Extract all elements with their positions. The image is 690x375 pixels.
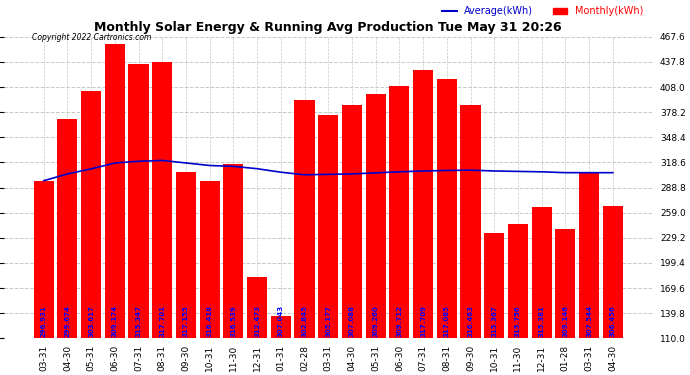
- Bar: [602, 206, 623, 338]
- Text: 317.709: 317.709: [420, 304, 426, 337]
- Bar: [508, 224, 528, 338]
- Bar: [413, 70, 433, 338]
- Bar: [555, 230, 575, 338]
- Bar: [318, 115, 338, 338]
- Bar: [389, 86, 409, 338]
- Text: 309.712: 309.712: [396, 305, 402, 337]
- Text: 309.174: 309.174: [112, 304, 118, 337]
- Text: 316.418: 316.418: [207, 304, 213, 337]
- Title: Monthly Solar Energy & Running Avg Production Tue May 31 20:26: Monthly Solar Energy & Running Avg Produ…: [95, 21, 562, 34]
- Text: 317.155: 317.155: [183, 305, 189, 337]
- Text: 315.347: 315.347: [135, 304, 141, 337]
- Bar: [531, 207, 552, 338]
- Bar: [105, 44, 125, 338]
- Text: 312.473: 312.473: [254, 304, 260, 337]
- Bar: [57, 119, 77, 338]
- Text: 302.845: 302.845: [302, 305, 308, 337]
- Bar: [224, 164, 244, 338]
- Text: 305.177: 305.177: [325, 305, 331, 337]
- Text: 315.381: 315.381: [539, 305, 544, 337]
- Text: 316.463: 316.463: [468, 305, 473, 337]
- Bar: [437, 80, 457, 338]
- Text: 307.088: 307.088: [349, 304, 355, 337]
- Bar: [34, 181, 54, 338]
- Text: 307.043: 307.043: [278, 304, 284, 337]
- Text: 316.539: 316.539: [230, 305, 237, 337]
- Bar: [460, 105, 481, 338]
- Bar: [342, 105, 362, 338]
- Bar: [295, 100, 315, 338]
- Bar: [270, 315, 291, 338]
- Bar: [176, 172, 196, 338]
- Bar: [81, 91, 101, 338]
- Bar: [484, 232, 504, 338]
- Bar: [152, 62, 172, 338]
- Text: 296.931: 296.931: [41, 305, 47, 337]
- Text: 306.456: 306.456: [610, 305, 615, 337]
- Text: 303.617: 303.617: [88, 305, 94, 337]
- Bar: [366, 94, 386, 338]
- Text: 315.367: 315.367: [491, 305, 497, 337]
- Legend: Average(kWh), Monthly(kWh): Average(kWh), Monthly(kWh): [438, 3, 647, 20]
- Bar: [247, 277, 267, 338]
- Bar: [199, 181, 219, 338]
- Bar: [579, 172, 599, 338]
- Text: 309.146: 309.146: [562, 304, 569, 337]
- Text: Copyright 2022 Cartronics.com: Copyright 2022 Cartronics.com: [32, 33, 151, 42]
- Bar: [128, 64, 148, 338]
- Text: 309.260: 309.260: [373, 305, 379, 337]
- Text: 307.544: 307.544: [586, 304, 592, 337]
- Text: 315.756: 315.756: [515, 305, 521, 337]
- Text: 317.701: 317.701: [159, 304, 166, 337]
- Text: 317.085: 317.085: [444, 305, 450, 337]
- Text: 299.674: 299.674: [64, 305, 70, 337]
